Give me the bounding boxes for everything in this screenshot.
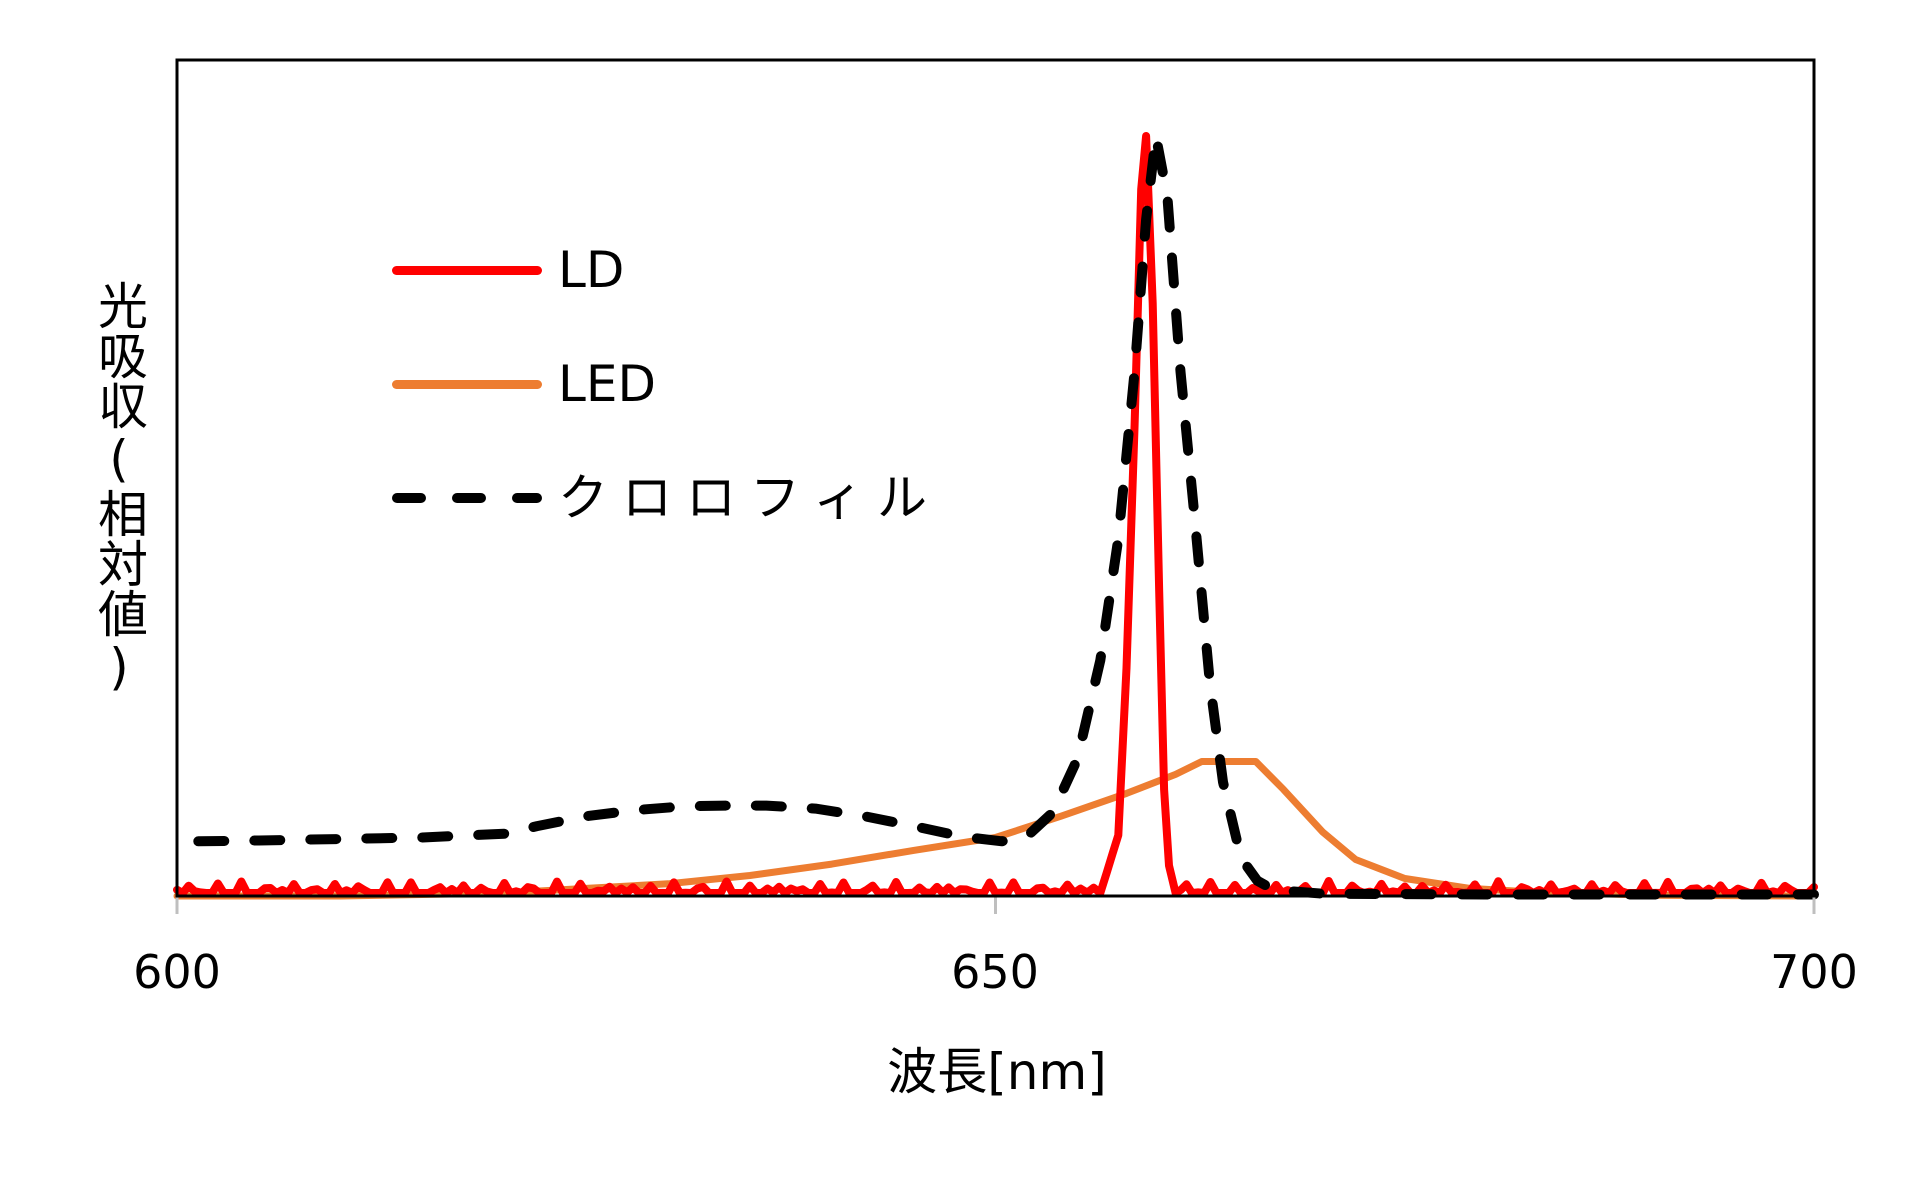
y-axis-title: 光吸収(相対値) [90,280,148,696]
x-tick-label-600: 600 [133,945,221,999]
legend-swatch-chlorophyll [392,493,542,503]
series-layer [173,131,1819,900]
plot-background [177,60,1814,896]
x-axis-title: 波長[nm] [887,1043,1107,1101]
legend-item-led: LED [392,354,656,414]
legend-label-led: LED [558,355,656,413]
series-chlorophyll-line [193,131,1819,900]
legend-label-chlorophyll: クロロフィル [558,469,941,527]
plot-frame [175,58,1816,898]
legend-label-ld: LD [558,241,625,299]
legend-item-chlorophyll: クロロフィル [392,468,941,528]
x-axis-ticks [175,894,1816,914]
legend-swatch-ld [392,265,542,275]
legend-swatch-led [392,379,542,389]
x-tick-label-650: 650 [951,945,1039,999]
legend-item-ld: LD [392,240,624,300]
x-tick-label-700: 700 [1770,945,1858,999]
